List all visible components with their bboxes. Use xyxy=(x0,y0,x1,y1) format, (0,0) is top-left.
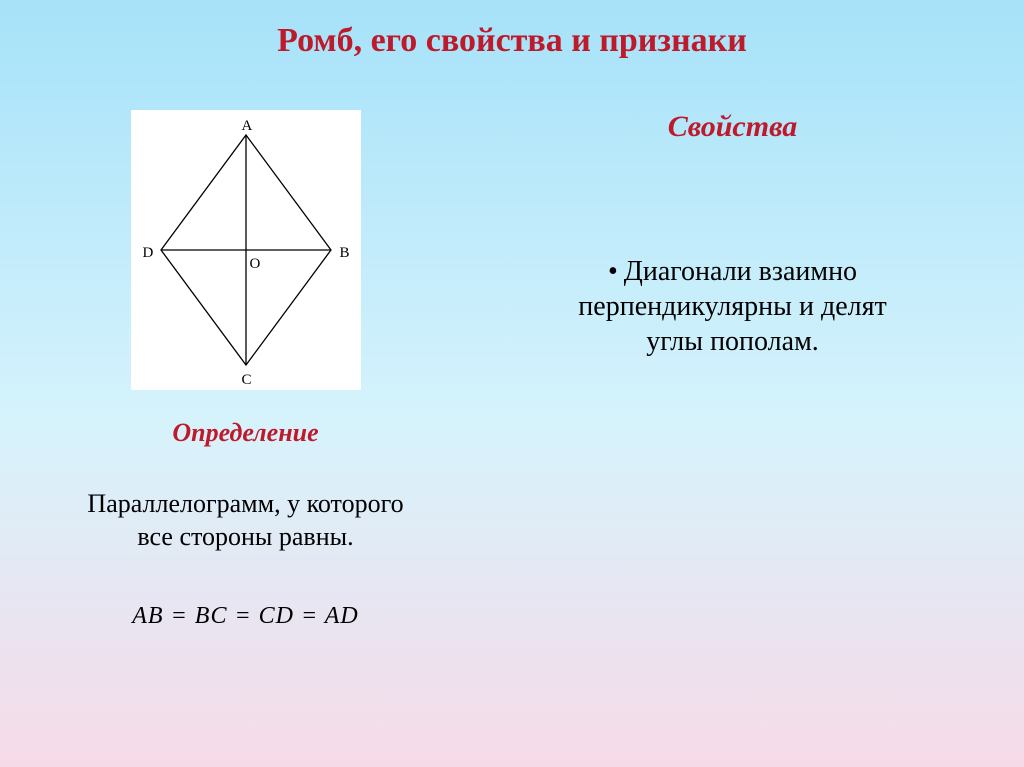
definition-line2: все стороны равны. xyxy=(87,521,403,554)
property-line2: перпендикулярны и делят xyxy=(578,289,886,324)
definition-heading: Определение xyxy=(172,418,318,448)
bullet-icon: • xyxy=(608,254,618,289)
equation-text: AB = BC = CD = AD xyxy=(132,603,358,630)
vertex-label-a: A xyxy=(242,118,253,135)
right-column: Свойства • Диагонали взаимно перпендикул… xyxy=(471,100,1024,630)
slide-title: Ромб, его свойства и признаки xyxy=(0,0,1024,60)
property-line3: углы пополам. xyxy=(578,324,886,359)
definition-text: Параллелограмм, у которого все стороны р… xyxy=(87,488,403,553)
rhombus-figure: A B C D O xyxy=(131,110,361,390)
vertex-label-b: B xyxy=(340,245,350,262)
property-text: • Диагонали взаимно перпендикулярны и де… xyxy=(578,254,886,359)
rhombus-svg xyxy=(131,110,361,390)
property-line1: Диагонали взаимно xyxy=(624,254,857,289)
vertex-label-o: O xyxy=(250,256,261,273)
vertex-label-d: D xyxy=(143,245,154,262)
properties-heading: Свойства xyxy=(668,110,798,144)
vertex-label-c: C xyxy=(242,372,252,389)
left-column: A B C D O Определение Параллелограмм, у … xyxy=(0,100,471,630)
definition-line1: Параллелограмм, у которого xyxy=(87,488,403,521)
